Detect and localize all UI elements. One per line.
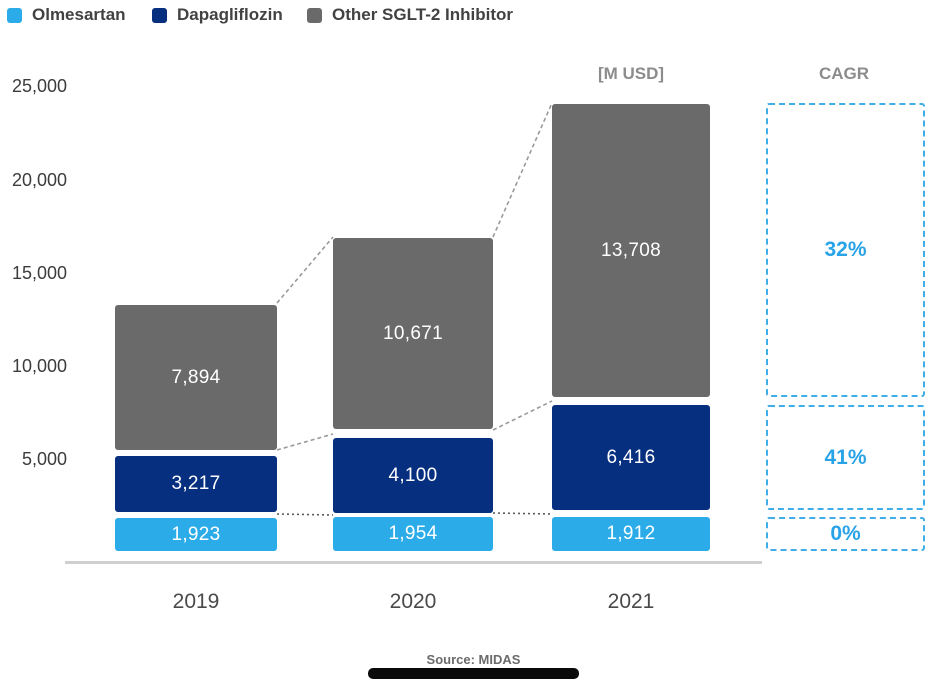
bottom-indicator-bar <box>368 668 579 679</box>
legend-label: Other SGLT-2 Inhibitor <box>332 5 514 24</box>
source-note: Source: MIDAS <box>426 652 521 667</box>
x-tick-2020: 2020 <box>389 590 437 613</box>
y-tick-25000: 25,000 <box>11 76 67 96</box>
bar-value: 10,671 <box>383 322 443 344</box>
bar-value: 6,416 <box>606 446 656 468</box>
bar-value: 1,912 <box>606 523 656 544</box>
bar-2019-other-sglt2: 7,894 <box>115 305 277 450</box>
bar-value: 1,923 <box>171 523 221 545</box>
connector-mid-2020-2021 <box>492 400 553 431</box>
bar-2021-other-sglt2: 13,708 <box>552 104 710 397</box>
bar-2020-dapagliflozin: 4,100 <box>333 438 493 513</box>
x-axis-line <box>65 561 762 564</box>
bar-2020-olmesartan: 1,954 <box>333 517 493 551</box>
bar-2021-dapagliflozin: 6,416 <box>552 405 710 510</box>
dapagliflozin-swatch-icon <box>152 7 167 23</box>
bar-value: 13,708 <box>601 239 661 261</box>
connector-top-2020-2021 <box>492 102 553 238</box>
connector-low-2020-2021 <box>492 512 553 515</box>
y-tick-5000: 5,000 <box>21 449 67 469</box>
olmesartan-swatch-icon <box>7 7 22 23</box>
bar-2019-olmesartan: 1,923 <box>115 518 277 551</box>
legend-label: Olmesartan <box>32 5 126 24</box>
bar-value: 1,954 <box>388 523 438 544</box>
x-tick-2021: 2021 <box>607 590 655 613</box>
cagr-value: 41% <box>824 445 867 469</box>
connector-low-2019-2020 <box>276 513 334 516</box>
cagr-value: 0% <box>830 522 861 545</box>
cagr-header: CAGR <box>818 64 870 83</box>
bar-2020-other-sglt2: 10,671 <box>333 238 493 429</box>
legend-item-other-sglt2: Other SGLT-2 Inhibitor <box>307 5 513 25</box>
y-tick-20000: 20,000 <box>11 170 67 190</box>
cagr-value: 32% <box>824 238 867 261</box>
other-sglt2-swatch-icon <box>307 7 322 23</box>
connector-top-2019-2020 <box>276 236 334 304</box>
cagr-box-dapagliflozin: 41% <box>766 405 925 510</box>
bar-value: 7,894 <box>171 366 221 388</box>
unit-label: [M USD] <box>597 64 665 83</box>
x-tick-2019: 2019 <box>172 590 220 613</box>
legend-item-olmesartan: Olmesartan <box>7 5 126 25</box>
legend-label: Dapagliflozin <box>177 5 283 24</box>
connector-mid-2019-2020 <box>276 433 334 451</box>
cagr-box-other-sglt2: 32% <box>766 103 925 397</box>
y-tick-15000: 15,000 <box>11 263 67 283</box>
bar-2019-dapagliflozin: 3,217 <box>115 456 277 512</box>
cagr-box-olmesartan: 0% <box>766 517 925 551</box>
bar-2021-olmesartan: 1,912 <box>552 517 710 551</box>
bar-value: 3,217 <box>171 473 221 494</box>
legend-item-dapagliflozin: Dapagliflozin <box>152 5 283 25</box>
y-tick-10000: 10,000 <box>11 356 67 376</box>
bar-value: 4,100 <box>388 464 438 486</box>
